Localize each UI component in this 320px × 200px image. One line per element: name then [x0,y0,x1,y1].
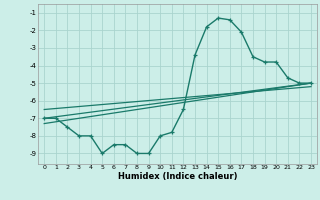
X-axis label: Humidex (Indice chaleur): Humidex (Indice chaleur) [118,172,237,181]
